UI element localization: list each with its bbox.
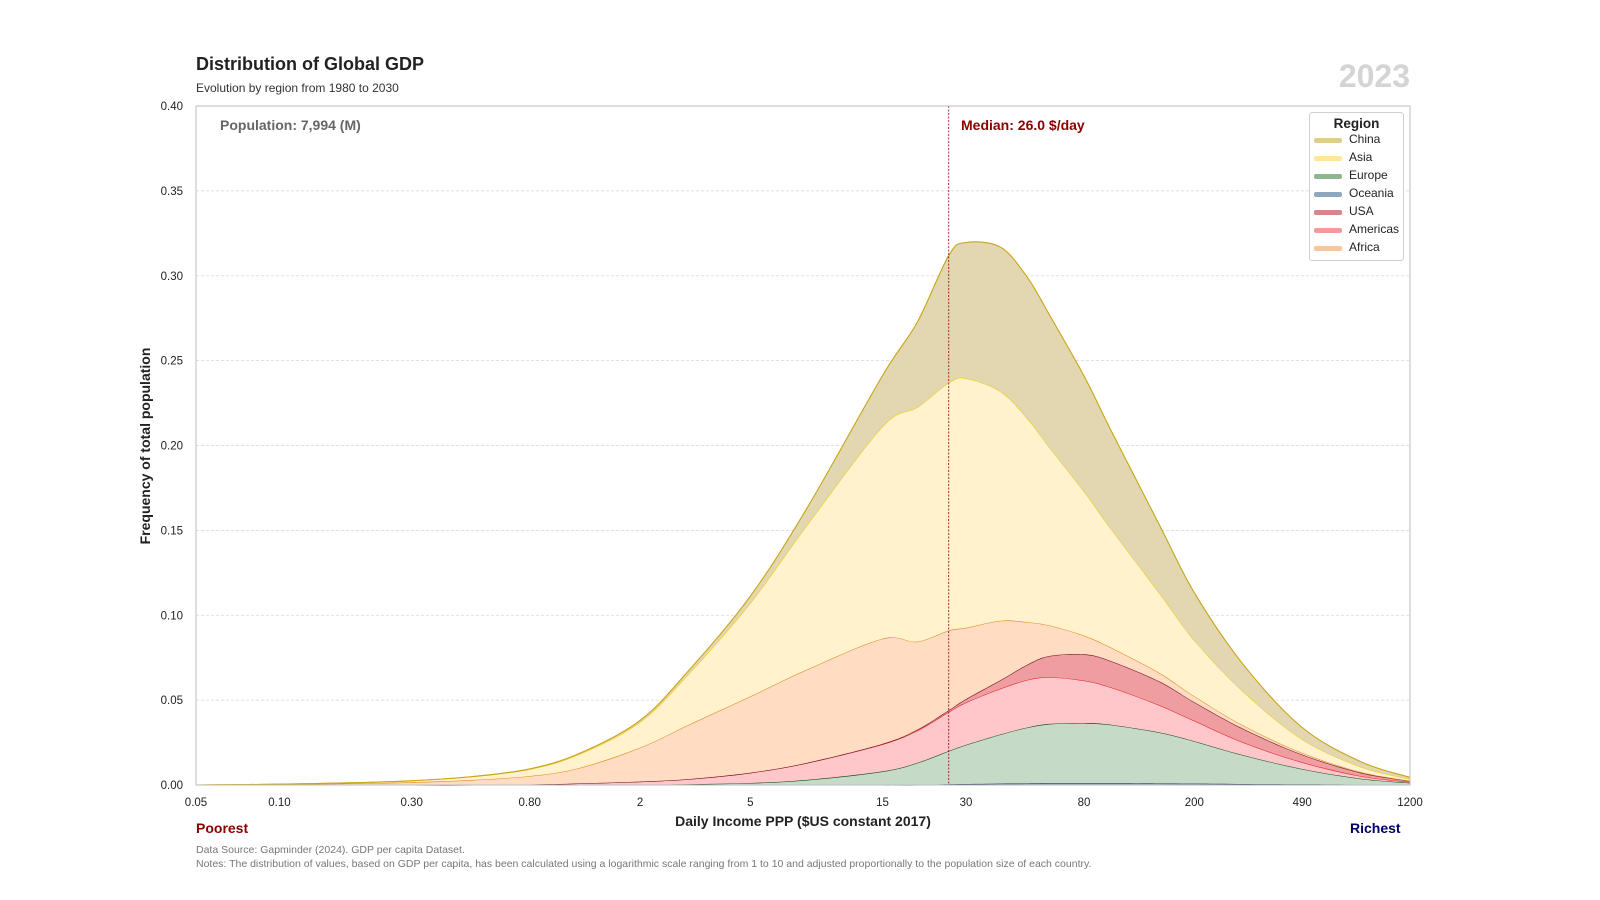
x-tick-label: 0.80: [519, 797, 541, 809]
x-tick-label: 1200: [1397, 797, 1423, 809]
x-tick-label: 0.10: [268, 797, 290, 809]
x-axis-label: Daily Income PPP ($US constant 2017): [675, 813, 931, 829]
legend-label: Africa: [1349, 240, 1380, 254]
source-line: Data Source: Gapminder (2024). GDP per c…: [196, 844, 465, 856]
poorest-label: Poorest: [196, 820, 249, 836]
median-annotation: Median: 26.0 $/day: [961, 117, 1085, 133]
year-label: 2023: [1338, 58, 1410, 94]
y-tick-label: 0.15: [161, 525, 183, 537]
x-tick-label: 80: [1078, 797, 1091, 809]
area-africa: [196, 620, 1410, 786]
area-europe: [196, 722, 1410, 786]
legend-swatch: [1314, 228, 1342, 233]
area-americas: [196, 677, 1410, 786]
area-series: [195, 241, 1411, 786]
legend-item-europe: Europe: [1310, 167, 1403, 185]
y-axis-label: Frequency of total population: [137, 348, 153, 545]
legend-item-china: China: [1310, 131, 1403, 149]
legend-item-usa: USA: [1310, 203, 1403, 221]
legend-swatch: [1314, 174, 1342, 179]
x-tick-label: 2: [637, 797, 643, 809]
legend-item-africa: Africa: [1310, 239, 1403, 257]
area-asia: [196, 377, 1410, 785]
y-tick-label: 0.25: [161, 356, 183, 368]
x-tick-label: 200: [1185, 797, 1204, 809]
legend-item-asia: Asia: [1310, 149, 1403, 167]
legend-label: Oceania: [1349, 186, 1394, 200]
legend-swatch: [1314, 192, 1342, 197]
y-tick-label: 0.10: [161, 610, 183, 622]
legend-label: Americas: [1349, 222, 1400, 236]
population-annotation: Population: 7,994 (M): [220, 117, 361, 133]
x-tick-label: 30: [960, 797, 973, 809]
x-tick-label: 0.05: [185, 797, 207, 809]
legend-label: USA: [1349, 204, 1374, 218]
legend-items: China Asia Europe Oceania USA Americas Africa: [1310, 131, 1403, 257]
richest-label: Richest: [1350, 820, 1401, 836]
x-tick-label: 0.30: [400, 797, 422, 809]
y-tick-label: 0.00: [161, 780, 183, 792]
legend-label: Europe: [1349, 168, 1388, 182]
notes-line: Notes: The distribution of values, based…: [196, 858, 1092, 870]
x-tick-label: 5: [747, 797, 753, 809]
plot-frame: [195, 105, 1411, 786]
legend: Region China Asia Europe Oceania USA Americas…: [1309, 112, 1404, 261]
legend-swatch: [1314, 138, 1342, 143]
data-source-note: Data Source: Gapminder (2024). GDP per c…: [196, 843, 1091, 871]
legend-item-oceania: Oceania: [1310, 185, 1403, 203]
y-tick-label: 0.05: [161, 695, 183, 707]
legend-swatch: [1314, 156, 1342, 161]
legend-label: Asia: [1349, 150, 1373, 164]
x-tick-label: 15: [876, 797, 889, 809]
legend-swatch: [1314, 246, 1342, 251]
y-tick-label: 0.35: [161, 186, 183, 198]
y-tick-label: 0.30: [161, 271, 183, 283]
chart-title: Distribution of Global GDP: [196, 54, 424, 74]
x-tick-label: 490: [1293, 797, 1312, 809]
y-axis-ticks: 0.00 0.05 0.10 0.15 0.20 0.25 0.30 0.35 0.40: [161, 101, 183, 792]
x-axis-ticks: 0.05 0.10 0.30 0.80 2 5 15 30 80 200 490 1200: [185, 797, 1423, 809]
legend-swatch: [1314, 210, 1342, 215]
y-tick-label: 0.20: [161, 441, 183, 453]
legend-label: China: [1349, 132, 1381, 146]
chart-subtitle: Evolution by region from 1980 to 2030: [196, 81, 399, 95]
legend-item-americas: Americas: [1310, 221, 1403, 239]
y-tick-label: 0.40: [161, 101, 183, 113]
line-china: [195, 241, 1411, 786]
legend-title: Region: [1333, 116, 1380, 131]
